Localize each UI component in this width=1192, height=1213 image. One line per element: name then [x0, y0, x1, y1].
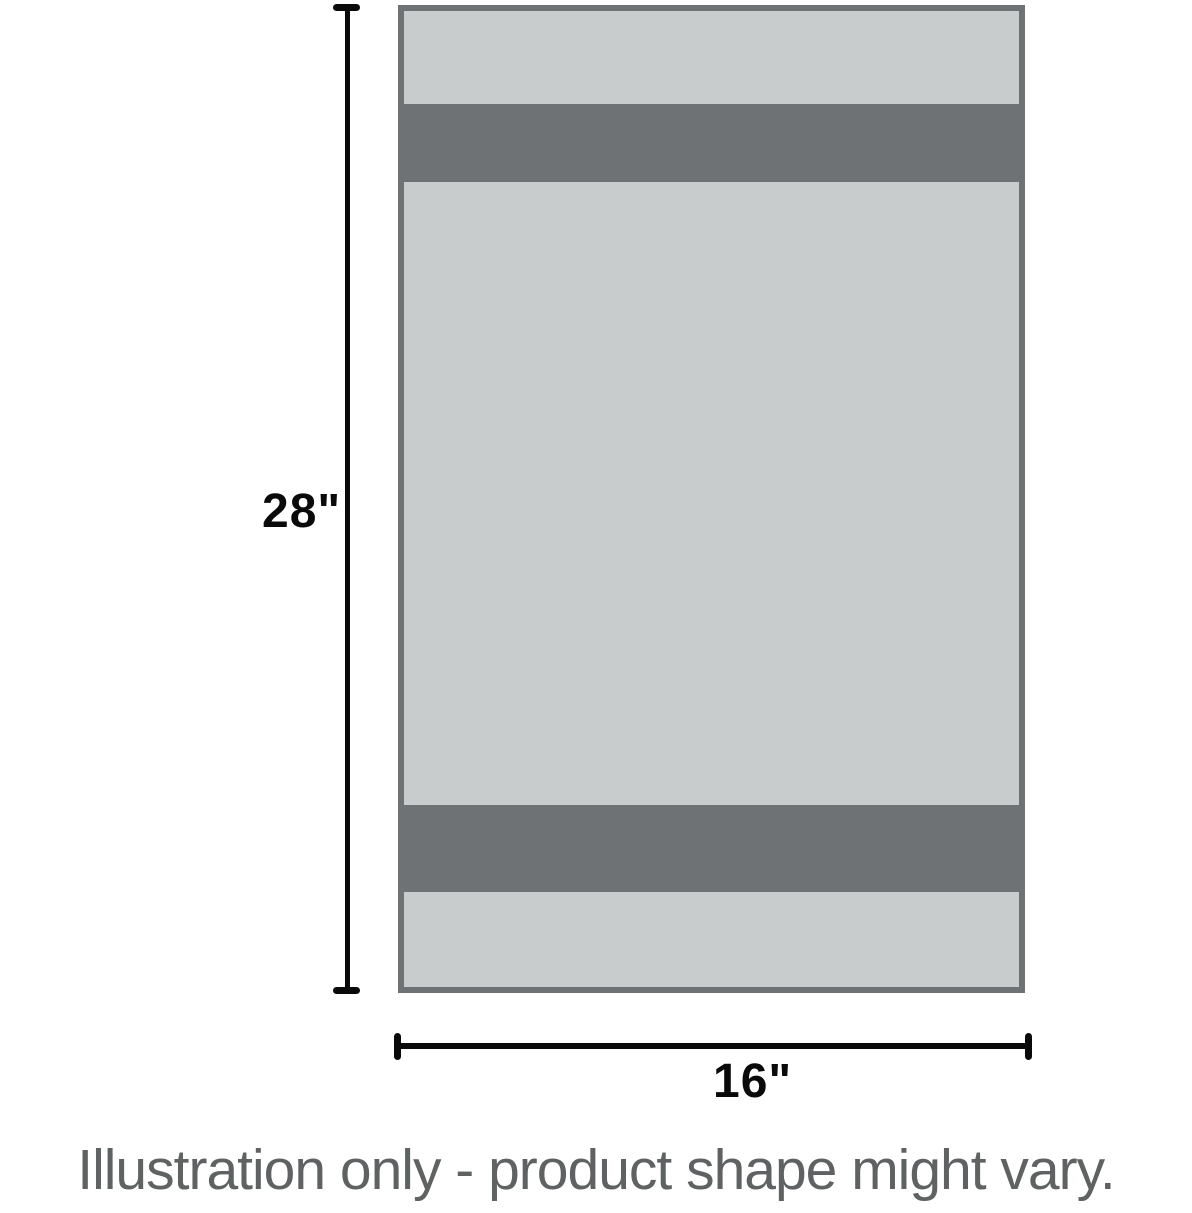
height-dimension-label: 28": [262, 485, 342, 538]
product-stripe-bottom: [398, 805, 1025, 892]
width-dimension-line: [398, 1043, 1028, 1049]
illustration-disclaimer-caption: Illustration only - product shape might …: [77, 1138, 1115, 1202]
width-dimension-label: 16": [713, 1055, 793, 1108]
width-dimension-left-cap: [394, 1033, 401, 1060]
product-stripe-top: [398, 104, 1025, 182]
height-dimension-line: [345, 6, 350, 990]
height-dimension-bottom-cap: [333, 987, 360, 994]
width-dimension-right-cap: [1025, 1033, 1032, 1060]
height-dimension-top-cap: [333, 4, 360, 11]
product-illustration: [398, 5, 1025, 993]
